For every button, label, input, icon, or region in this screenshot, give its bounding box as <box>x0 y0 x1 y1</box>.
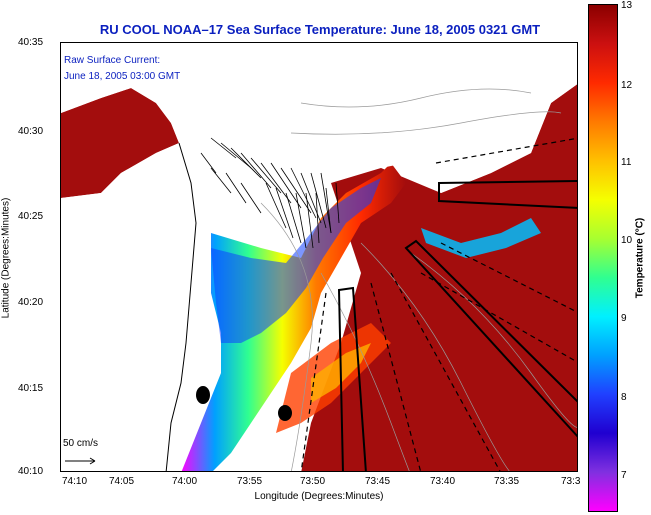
x-tick-label: 74:05 <box>109 476 135 487</box>
x-axis-label: Longitude (Degrees:Minutes) <box>254 491 384 502</box>
legend-line-2: June 18, 2005 03:00 GMT <box>64 71 181 82</box>
y-tick-label: 40:15 <box>18 383 44 394</box>
y-axis-label: Latitude (Degrees:Minutes) <box>0 197 12 319</box>
upwelling-front <box>181 163 406 471</box>
station-marker <box>278 405 292 421</box>
sst-map-svg <box>61 43 577 471</box>
current-scale-label: 50 cm/s <box>63 438 99 449</box>
colorbar-title: Temperature (°C) <box>634 217 646 299</box>
land-nj <box>61 143 196 471</box>
x-tick-label: 73:35 <box>494 476 520 487</box>
y-tick-label: 40:25 <box>18 211 44 222</box>
map-plot[interactable] <box>60 42 578 472</box>
x-tick-label: 74:00 <box>172 476 198 487</box>
surface-current-vectors <box>200 137 340 249</box>
colorbar-tick: 13 <box>621 0 633 11</box>
legend-line-1: Raw Surface Current: <box>64 55 161 66</box>
map-title: RU COOL NOAA–17 Sea Surface Temperature:… <box>99 22 541 37</box>
colorbar-tick: 7 <box>621 470 627 481</box>
bathymetry-contours <box>260 88 577 471</box>
x-tick-label: 73:45 <box>365 476 391 487</box>
y-tick-label: 40:30 <box>18 126 44 137</box>
y-tick-label: 40:10 <box>18 466 44 477</box>
scale-arrow-head <box>89 457 96 465</box>
station-marker <box>196 386 210 404</box>
x-tick-label: 74:10 <box>62 476 88 487</box>
colorbar-tick: 10 <box>621 235 633 246</box>
x-tick-label: 73:55 <box>237 476 263 487</box>
land-coast <box>61 43 577 193</box>
colorbar <box>588 4 618 512</box>
colorbar-tick: 11 <box>621 157 632 168</box>
colorbar-tick: 9 <box>621 313 627 324</box>
y-tick-label: 40:20 <box>18 297 44 308</box>
x-tick-label: 73:3 <box>561 476 581 487</box>
x-tick-label: 73:40 <box>430 476 456 487</box>
coastline <box>165 142 197 471</box>
colorbar-tick: 8 <box>621 392 627 403</box>
transect-boxes <box>337 180 577 471</box>
x-tick-label: 73:50 <box>300 476 326 487</box>
survey-lines <box>300 137 577 471</box>
warm-water-nw <box>61 88 179 198</box>
y-tick-label: 40:35 <box>18 37 44 48</box>
colorbar-tick: 12 <box>621 80 633 91</box>
